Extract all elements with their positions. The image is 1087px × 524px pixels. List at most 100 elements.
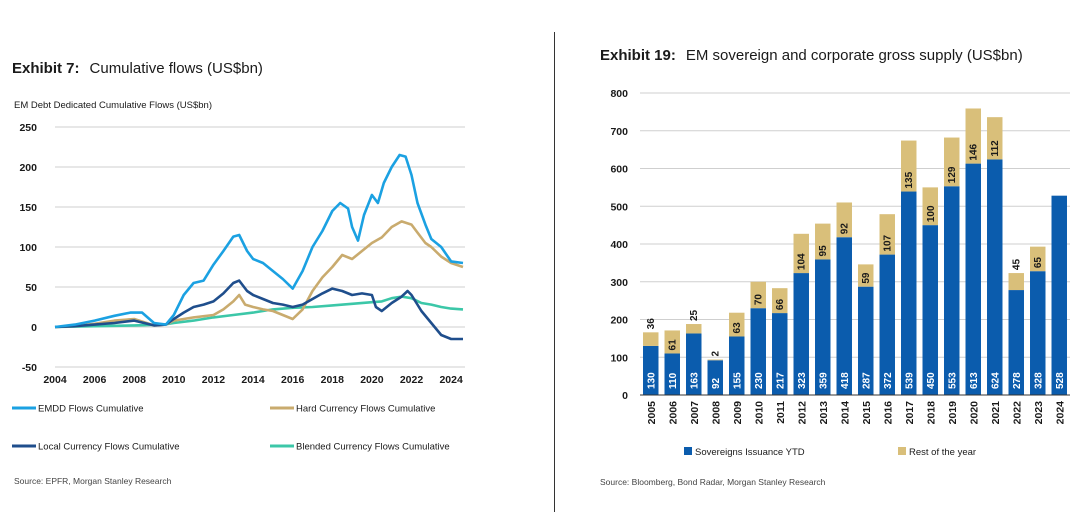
bar-label-sovereign: 539 <box>904 372 915 389</box>
bar-label-rest: 65 <box>1033 257 1044 269</box>
bar-label-sovereign: 450 <box>926 372 937 389</box>
x-category-label: 2014 <box>839 401 851 425</box>
x-tick-label: 2006 <box>83 374 107 386</box>
bar-sovereign <box>922 225 938 395</box>
bar-label-sovereign: 613 <box>969 372 980 389</box>
bar-rest-of-year <box>922 187 938 226</box>
panel-divider <box>554 32 555 512</box>
legend-label: Local Currency Flows Cumulative <box>38 442 180 453</box>
x-tick-label: 2020 <box>360 374 384 386</box>
x-category-label: 2015 <box>861 401 873 425</box>
bar-label-rest: 95 <box>818 245 829 257</box>
x-tick-label: 2022 <box>400 374 424 386</box>
bar-label-sovereign: 328 <box>1033 372 1044 389</box>
right-exhibit-heading: EM sovereign and corporate gross supply … <box>685 47 1023 64</box>
x-category-label: 2021 <box>990 401 1002 425</box>
bar-label-sovereign: 553 <box>947 372 958 389</box>
legend-label: Rest of the year <box>909 447 976 458</box>
left-exhibit-heading: Cumulative flows (US$bn) <box>89 60 263 77</box>
right-exhibit-panel: Exhibit 19: EM sovereign and corporate gr… <box>560 0 1087 524</box>
x-tick-label: 2016 <box>281 374 305 386</box>
x-tick-label: 2014 <box>241 374 265 386</box>
x-category-label: 2013 <box>818 401 830 425</box>
bar-label-rest: 36 <box>646 318 657 330</box>
y-tick-label: 100 <box>610 352 628 364</box>
x-tick-label: 2010 <box>162 374 186 386</box>
bar-rest-of-year <box>836 202 852 238</box>
bar-label-rest: 2 <box>711 351 722 357</box>
right-source-note: Source: Bloomberg, Bond Radar, Morgan St… <box>600 477 826 487</box>
bar-rest-of-year <box>944 137 960 187</box>
x-tick-label: 2018 <box>321 374 345 386</box>
y-tick-label: 700 <box>610 126 628 138</box>
x-category-label: 2024 <box>1054 401 1066 425</box>
bar-label-rest: 25 <box>689 309 700 321</box>
bar-rest-of-year <box>686 324 702 334</box>
y-tick-label: -50 <box>22 362 37 374</box>
x-category-label: 2008 <box>710 401 722 425</box>
bar-label-rest: 112 <box>990 140 1001 157</box>
bar-label-sovereign: 92 <box>711 377 722 389</box>
bar-rest-of-year <box>643 332 659 346</box>
bar-label-rest: 63 <box>732 322 743 334</box>
y-tick-label: 200 <box>610 315 628 327</box>
bar-rest-of-year <box>987 117 1003 160</box>
bar-rest-of-year <box>858 264 874 287</box>
legend-label: EMDD Flows Cumulative <box>38 404 144 415</box>
bar-label-rest: 135 <box>904 171 915 188</box>
bar-label-rest: 129 <box>947 166 958 183</box>
bar-label-rest: 107 <box>883 234 894 251</box>
y-tick-label: 100 <box>19 242 37 254</box>
y-tick-label: 800 <box>610 88 628 100</box>
bar-rest-of-year <box>901 140 917 192</box>
x-category-label: 2022 <box>1011 401 1023 425</box>
series-line-blended <box>54 295 464 329</box>
bar-label-sovereign: 372 <box>883 372 894 389</box>
bar-label-sovereign: 163 <box>689 372 700 389</box>
bar-label-rest: 104 <box>797 253 808 270</box>
bar-rest-of-year <box>729 312 745 337</box>
bar-sovereign <box>664 353 680 395</box>
bar-rest-of-year <box>965 108 981 164</box>
x-category-label: 2011 <box>775 401 787 424</box>
left-exhibit-title: Exhibit 7: Cumulative flows (US$bn) <box>12 60 263 77</box>
bar-sovereign <box>643 345 659 395</box>
gross-supply-bar-chart: 800 700 600 500 400 300 200 100 0 130 36 2005 110 61 2… <box>610 88 1070 458</box>
bar-rest-of-year <box>815 223 831 260</box>
bar-sovereign <box>793 273 809 395</box>
y-tick-label: 400 <box>610 239 628 251</box>
right-exhibit-title: Exhibit 19: EM sovereign and corporate gr… <box>600 47 1023 64</box>
bar-label-sovereign: 110 <box>668 372 679 389</box>
bar-sovereign <box>729 336 745 395</box>
x-category-label: 2005 <box>646 401 658 425</box>
x-tick-label: 2008 <box>123 374 147 386</box>
bar-rest-of-year <box>1030 246 1046 272</box>
bar-label-rest: 59 <box>861 272 872 284</box>
x-category-label: 2019 <box>947 401 959 425</box>
bar-sovereign <box>858 286 874 395</box>
bar-sovereign <box>1030 271 1046 395</box>
x-tick-label: 2004 <box>43 374 67 386</box>
x-category-label: 2006 <box>667 401 679 425</box>
bar-rest-of-year <box>793 233 809 274</box>
bar-label-sovereign: 528 <box>1055 372 1066 389</box>
y-tick-label: 600 <box>610 164 628 176</box>
bar-label-sovereign: 278 <box>1012 372 1023 389</box>
bar-label-rest: 45 <box>1012 259 1023 271</box>
bar-sovereign <box>772 313 788 395</box>
bar-label-rest: 66 <box>775 299 786 311</box>
legend-label: Blended Currency Flows Cumulative <box>296 442 450 453</box>
legend-label: Sovereigns Issuance YTD <box>695 447 805 458</box>
bar-sovereign <box>944 186 960 395</box>
y-tick-label: 200 <box>19 162 37 174</box>
bar-label-rest: 146 <box>969 143 980 160</box>
x-tick-label: 2024 <box>439 374 463 386</box>
bar-label-sovereign: 130 <box>646 372 657 389</box>
bar-label-sovereign: 155 <box>732 372 743 389</box>
bar-sovereign <box>987 159 1003 395</box>
y-tick-label: 0 <box>622 390 628 402</box>
x-category-label: 2023 <box>1033 401 1045 425</box>
bar-label-sovereign: 624 <box>990 372 1001 389</box>
y-tick-label: 500 <box>610 201 628 213</box>
bar-sovereign <box>901 191 917 395</box>
